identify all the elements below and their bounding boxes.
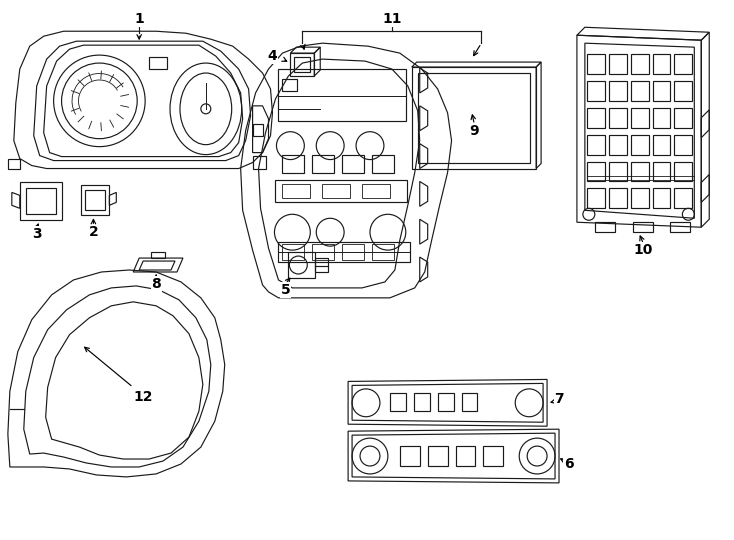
Bar <box>675 54 692 74</box>
Bar <box>312 154 334 172</box>
Text: 4: 4 <box>268 49 277 63</box>
Bar <box>631 54 649 74</box>
Text: 8: 8 <box>151 277 161 291</box>
Bar <box>456 446 476 466</box>
Text: 6: 6 <box>564 457 574 471</box>
Bar <box>390 393 406 411</box>
Bar <box>278 242 410 262</box>
Bar <box>283 185 310 198</box>
Bar <box>587 134 605 154</box>
Bar <box>149 57 167 69</box>
Bar <box>587 161 605 181</box>
Bar <box>312 244 334 260</box>
Bar <box>418 73 530 163</box>
Bar <box>278 69 406 121</box>
Bar <box>608 134 627 154</box>
Bar <box>372 244 394 260</box>
Bar <box>653 81 670 101</box>
Bar <box>151 252 165 258</box>
Bar <box>400 446 420 466</box>
Bar <box>322 185 350 198</box>
Bar <box>653 54 670 74</box>
Bar <box>283 79 297 91</box>
Text: 10: 10 <box>634 243 653 257</box>
Bar <box>631 161 649 181</box>
Bar <box>608 108 627 128</box>
Text: 3: 3 <box>32 227 42 241</box>
Bar <box>252 124 263 136</box>
Bar <box>608 188 627 208</box>
Bar <box>342 154 364 172</box>
Text: 7: 7 <box>554 393 564 406</box>
Bar <box>587 81 605 101</box>
Bar <box>608 54 627 74</box>
Bar <box>631 188 649 208</box>
Bar <box>428 446 448 466</box>
Bar <box>608 161 627 181</box>
Bar <box>283 244 305 260</box>
Bar <box>631 134 649 154</box>
Bar <box>587 188 605 208</box>
Bar <box>631 81 649 101</box>
Text: 1: 1 <box>134 12 144 26</box>
Bar <box>362 185 390 198</box>
Bar <box>283 154 305 172</box>
Text: 11: 11 <box>382 12 401 26</box>
Bar <box>675 108 692 128</box>
Bar <box>462 393 477 411</box>
Bar <box>675 161 692 181</box>
Text: 9: 9 <box>470 124 479 138</box>
Bar <box>587 54 605 74</box>
Bar <box>587 108 605 128</box>
Bar <box>608 81 627 101</box>
Bar <box>653 161 670 181</box>
Bar <box>437 393 454 411</box>
Bar <box>675 81 692 101</box>
Bar <box>372 154 394 172</box>
Text: 5: 5 <box>280 283 290 297</box>
Bar <box>631 108 649 128</box>
Text: 2: 2 <box>89 225 98 239</box>
Bar <box>484 446 504 466</box>
Bar <box>653 108 670 128</box>
Text: 12: 12 <box>134 390 153 404</box>
Bar <box>653 188 670 208</box>
Bar <box>342 244 364 260</box>
Bar <box>414 393 429 411</box>
Bar <box>675 188 692 208</box>
Bar <box>675 134 692 154</box>
Bar <box>653 134 670 154</box>
Bar <box>412 67 536 168</box>
Bar <box>275 180 407 202</box>
